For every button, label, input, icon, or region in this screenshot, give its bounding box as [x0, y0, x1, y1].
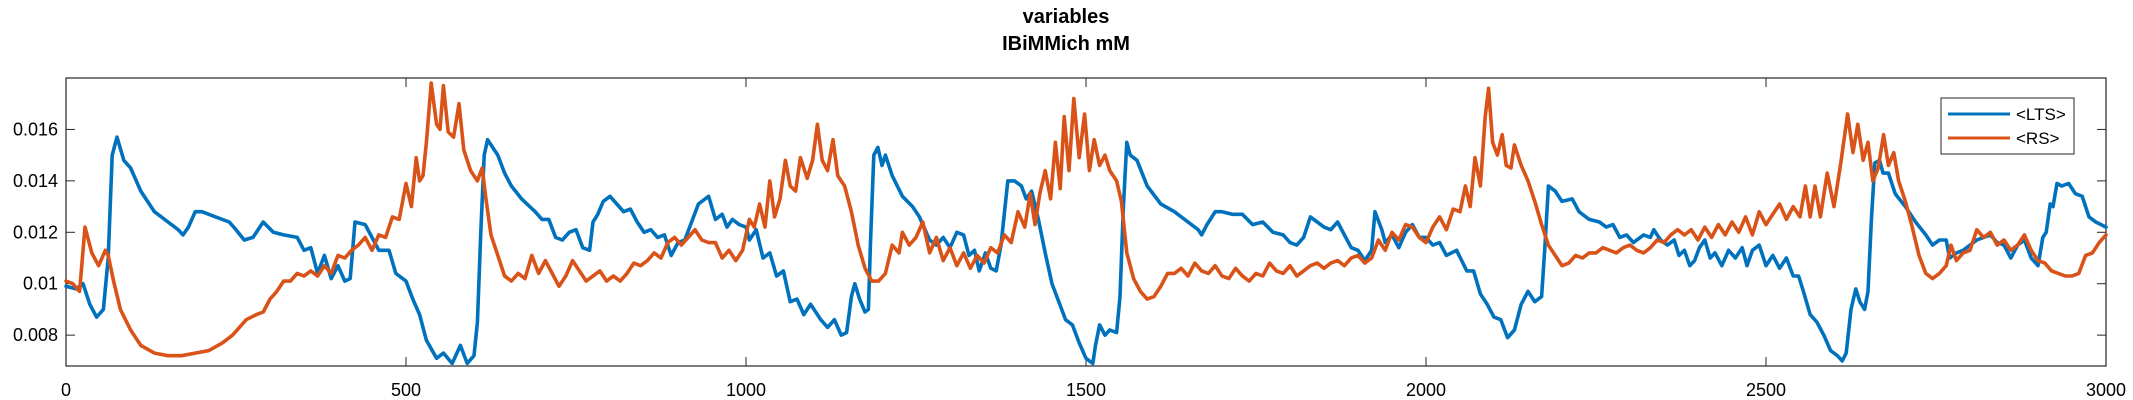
series-layer: [64, 81, 2108, 366]
x-tick-label: 3000: [2086, 380, 2126, 400]
y-tick-label: 0.012: [13, 222, 58, 242]
y-tick-label: 0.016: [13, 119, 58, 139]
y-tick-label: 0.008: [13, 325, 58, 345]
y-tick-label: 0.014: [13, 171, 58, 191]
x-tick-label: 2000: [1406, 380, 1446, 400]
y-axis: 0.008 0.01 0.012 0.014 0.016: [13, 119, 2106, 345]
legend-box: [1940, 97, 2075, 155]
x-tick-label: 1500: [1066, 380, 1106, 400]
x-tick-label: 0: [61, 380, 71, 400]
chart-title: variables: [1023, 6, 1110, 28]
x-tick-label: 1000: [726, 380, 766, 400]
legend: <LTS> <RS>: [1940, 97, 2075, 155]
y-tick-label: 0.01: [23, 274, 58, 294]
series-line-lts: [64, 135, 2108, 366]
x-tick-label: 500: [391, 380, 421, 400]
series-line-rs: [64, 81, 2108, 358]
chart-subtitle: IBiMMich mM: [1002, 33, 1130, 55]
legend-label-lts: <LTS>: [2016, 105, 2066, 124]
x-axis: 0 500 1000 1500 2000 2500 3000: [61, 78, 2126, 400]
x-tick-label: 2500: [1746, 380, 1786, 400]
legend-label-rs: <RS>: [2016, 129, 2060, 148]
